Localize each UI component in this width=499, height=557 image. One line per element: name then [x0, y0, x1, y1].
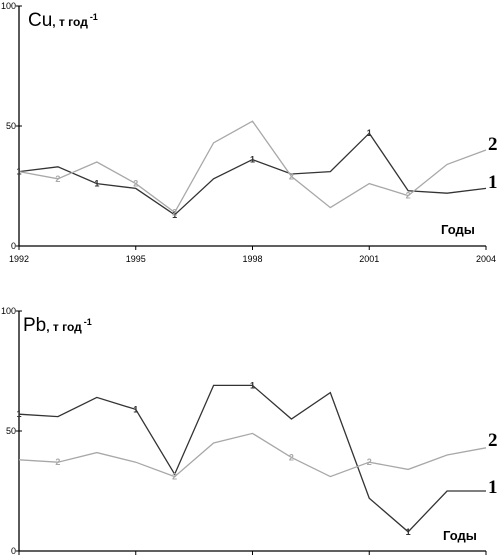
title-unit: , т год: [46, 320, 82, 334]
y-tick-label: 100: [1, 306, 16, 316]
y-tick-label: 50: [6, 426, 16, 436]
title-exponent: -1: [90, 12, 98, 22]
chart-title: Cu, т год -1: [28, 10, 98, 31]
title-exponent: -1: [84, 317, 92, 327]
series-2-line: [18, 120, 487, 214]
series-2-marker: 2: [55, 457, 60, 467]
x-tick-label: 2001: [359, 254, 379, 264]
series-1-marker: 1: [94, 179, 99, 189]
series-1-marker: 1: [367, 128, 372, 138]
series-1-marker: 1: [250, 155, 255, 165]
x-tick-label: 1992: [9, 254, 29, 264]
series-2-marker: 2: [133, 179, 138, 189]
x-axis-label: Годы: [441, 222, 475, 237]
series-1-marker: 1: [250, 380, 255, 390]
y-tick-label: 0: [11, 241, 16, 251]
x-axis-label: Годы: [443, 528, 477, 543]
series-1-marker: 1: [16, 167, 21, 177]
series-1-line: [18, 384, 486, 533]
series-2-marker: 2: [172, 472, 177, 482]
series-1-end-label: 1: [488, 477, 498, 498]
chart-pb: 0 50 100 1 1 1 1 1 2 2 2 2 2 Pb, т год -1 Годы: [1, 306, 498, 556]
y-tick-label: 100: [1, 1, 16, 11]
series-2-marker: 2: [55, 174, 60, 184]
series-2-marker: 2: [172, 207, 177, 217]
series-1-marker: 1: [406, 527, 411, 537]
series-1-marker: 1: [172, 210, 177, 220]
x-tick-label: 2004: [476, 254, 496, 264]
series-2-marker: 2: [289, 452, 294, 462]
series-2-end-label: 2: [488, 430, 498, 451]
series-1-line: [18, 132, 487, 216]
series-1-marker: 1: [133, 404, 138, 414]
chart-title: Pb, т год -1: [23, 315, 92, 336]
series-2-end-label: 2: [488, 134, 498, 155]
series-2-marker: 2: [406, 191, 411, 201]
series-2-marker: 2: [367, 457, 372, 467]
title-element: Cu: [28, 10, 52, 31]
series-1-marker: 1: [16, 409, 21, 419]
title-unit: , т год: [52, 15, 88, 29]
series-2-line: [18, 432, 487, 478]
y-tick-label: 50: [6, 121, 16, 131]
series-2-marker: 2: [289, 171, 294, 181]
x-tick-label: 1995: [126, 254, 146, 264]
x-tick-label: 1998: [242, 254, 262, 264]
series-1-end-label: 1: [488, 172, 498, 193]
y-tick-label: 0: [11, 546, 16, 556]
title-element: Pb: [23, 315, 46, 336]
